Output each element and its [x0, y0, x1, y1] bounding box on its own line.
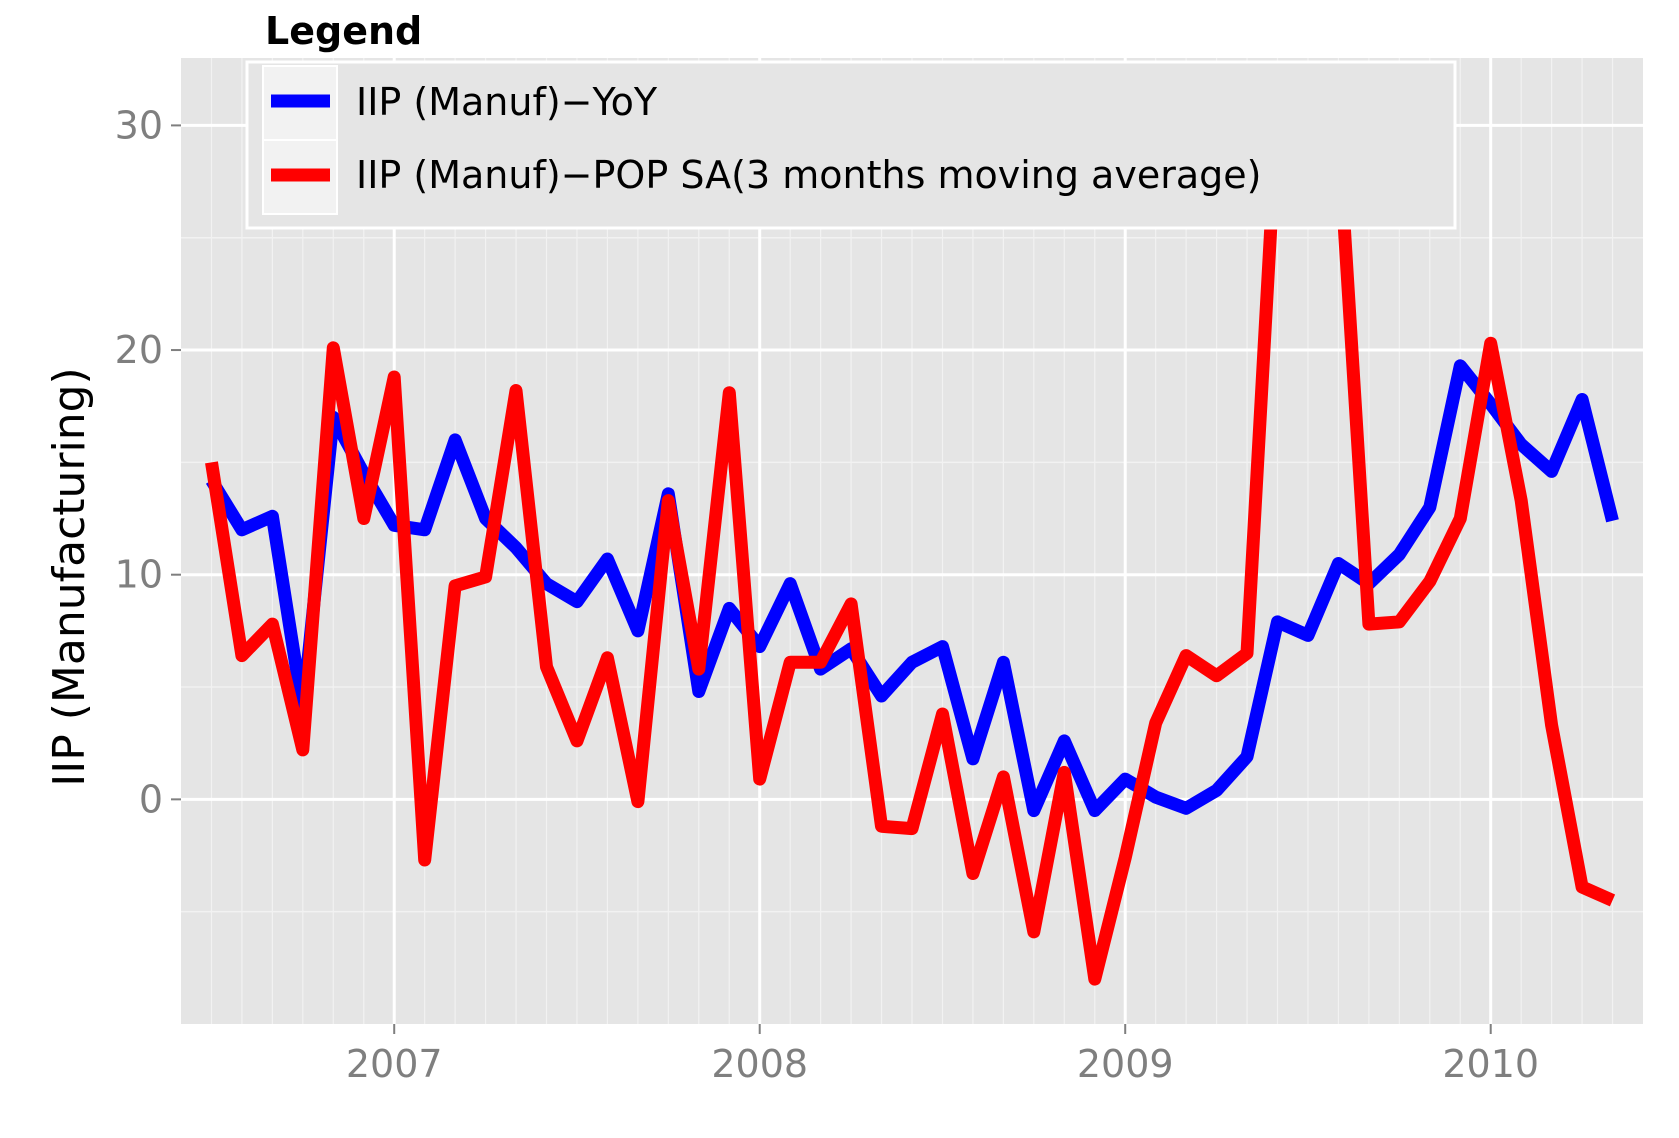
legend: Legend IIP (Manuf)−YoY IIP (Manuf)−POP S…: [245, 9, 1457, 230]
x-tick-label: 2010: [1442, 1042, 1539, 1086]
series-line-1: [205, 359, 1619, 818]
legend-label-pop-sa: IIP (Manuf)−POP SA(3 months moving avera…: [356, 153, 1261, 197]
x-axis: 2007 2008 2009 2010: [346, 1024, 1539, 1086]
y-axis: 0 10 20 30: [115, 103, 181, 821]
y-tick-label: 0: [139, 777, 163, 821]
x-tick-label: 2009: [1077, 1042, 1174, 1086]
series-line-2: [205, 100, 1616, 986]
legend-label-yoy: IIP (Manuf)−YoY: [356, 80, 658, 124]
y-tick-label: 20: [115, 328, 163, 372]
x-tick-label: 2007: [346, 1042, 443, 1086]
x-tick-label: 2008: [711, 1042, 808, 1086]
legend-box: [245, 60, 1457, 230]
legend-title: Legend: [265, 9, 422, 53]
y-tick-label: 30: [115, 103, 163, 147]
y-axis-title: IIP (Manufacturing): [44, 367, 95, 786]
series-layer: [205, 100, 1619, 986]
y-tick-label: 10: [115, 553, 163, 597]
